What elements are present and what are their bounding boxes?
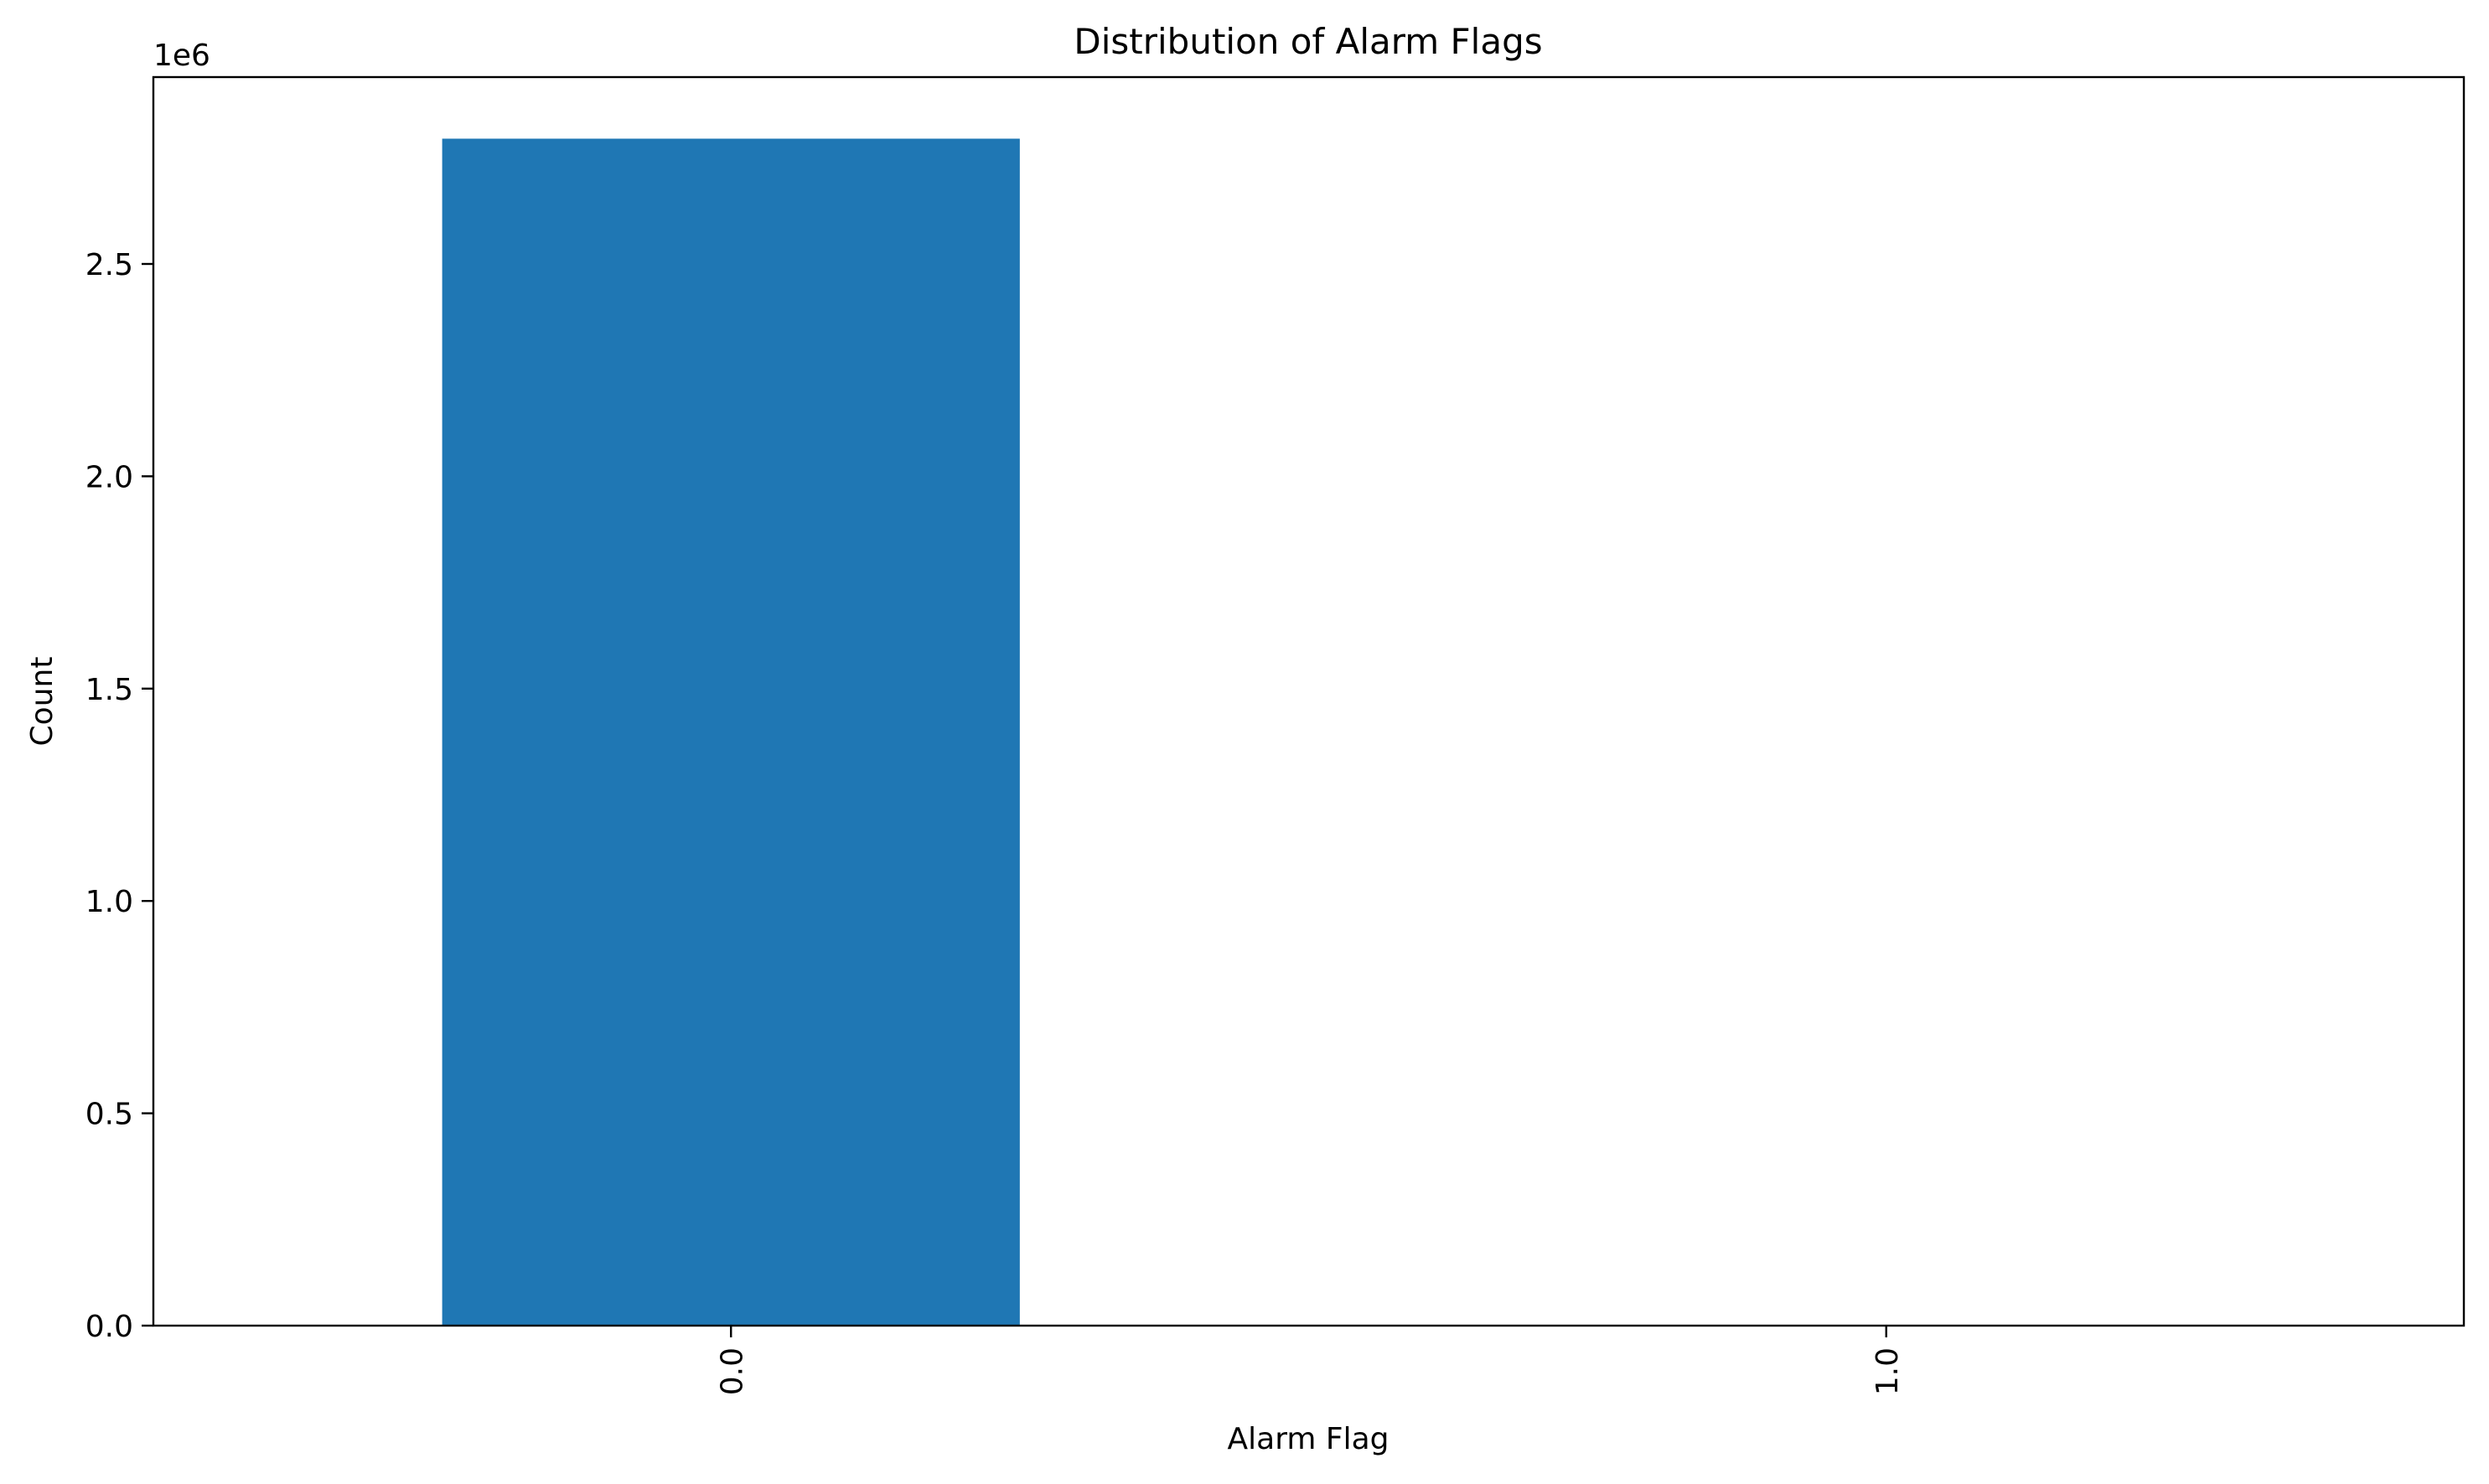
chart-title: Distribution of Alarm Flags [1074,21,1542,62]
x-tick-label: 0.0 [715,1347,749,1395]
y-axis-offset-text: 1e6 [153,39,210,73]
y-tick-label: 1.5 [85,673,133,707]
x-axis-label: Alarm Flag [1228,1422,1389,1456]
y-tick-label: 2.0 [85,460,133,494]
y-tick-label: 2.5 [85,248,133,282]
y-tick-label: 1.0 [85,885,133,919]
y-axis: 0.0 0.5 1.0 1.5 2.0 2.5 [85,248,153,1344]
y-tick-label: 0.5 [85,1098,133,1132]
x-axis: 0.0 1.0 [715,1326,1905,1395]
plot-frame [152,75,2466,1327]
y-tick-label: 0.0 [85,1310,133,1344]
bar-0.0 [442,138,1020,1326]
bars-layer [442,138,1020,1326]
y-axis-label: Count [25,657,60,747]
x-tick-label: 1.0 [1871,1347,1905,1395]
